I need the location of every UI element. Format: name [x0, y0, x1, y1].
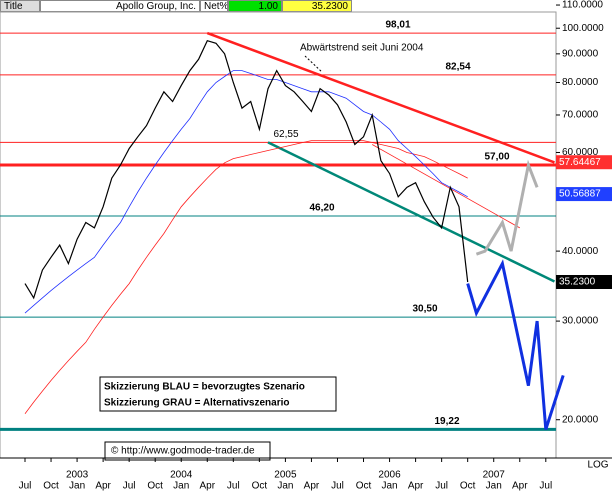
year-label: 2006 — [378, 470, 401, 481]
x-tick-label: Oct — [43, 481, 59, 492]
copyright: © http://www.godmode-trader.de — [111, 446, 255, 457]
scenario-line — [475, 159, 539, 256]
y-tick-label: 30.0000 — [562, 316, 599, 327]
x-tick-label: Jul — [435, 481, 448, 492]
x-tick-label: Jul — [539, 481, 552, 492]
x-tick-label: Apr — [408, 481, 424, 492]
y-tick-label: 110.0000 — [562, 0, 603, 11]
price-label-box — [556, 187, 612, 202]
x-tick-label: Oct — [356, 481, 372, 492]
price-label: 50.56887 — [559, 189, 601, 200]
annotation: Abwärtstrend seit Juni 2004 — [300, 43, 424, 54]
year-label: 2005 — [274, 470, 297, 481]
level-label: 57,00 — [484, 152, 509, 163]
price-label-box — [556, 274, 612, 289]
trendline — [372, 144, 520, 229]
price-label-box — [556, 155, 612, 170]
copyright-box — [104, 441, 271, 461]
y-tick-label: 20.0000 — [562, 414, 599, 425]
legend-text: Skizzierung BLAU = bevorzugtes Szenario — [104, 382, 305, 393]
x-tick-label: Apr — [95, 481, 111, 492]
year-label: 2007 — [483, 470, 506, 481]
y-tick-label: 80.0000 — [562, 77, 599, 88]
price-line — [24, 70, 468, 314]
year-label: 2003 — [66, 470, 89, 481]
price-line — [24, 39, 469, 300]
y-tick-label: 60.0000 — [562, 147, 599, 158]
x-tick-label: Oct — [147, 481, 163, 492]
legend-box — [99, 376, 337, 412]
x-tick-label: Apr — [512, 481, 528, 492]
x-tick-label: Apr — [199, 481, 215, 492]
trendline — [206, 31, 555, 164]
price-line — [24, 140, 468, 414]
level-label: 62,55 — [273, 129, 298, 140]
x-tick-label: Oct — [252, 481, 268, 492]
x-tick-label: Jan — [381, 481, 397, 492]
x-tick-label: Jan — [486, 481, 502, 492]
x-tick-label: Jan — [69, 481, 85, 492]
level-label: 19,22 — [434, 416, 459, 427]
level-label: 46,20 — [309, 203, 334, 214]
level-label: 82,54 — [445, 62, 470, 73]
x-tick-label: Jan — [173, 481, 189, 492]
level-label: 98,01 — [385, 20, 410, 31]
x-tick-label: Oct — [460, 481, 476, 492]
x-tick-label: Jan — [277, 481, 293, 492]
scenario-line — [466, 259, 565, 430]
x-tick-label: Apr — [304, 481, 320, 492]
x-tick-label: Jul — [227, 481, 240, 492]
price-label: 35.2300 — [559, 277, 596, 288]
legend-text: Skizzierung GRAU = Alternativszenario — [104, 398, 290, 409]
y-tick-label: 100.0000 — [562, 23, 604, 34]
level-label: 30,50 — [412, 304, 437, 315]
price-label: 57.64467 — [559, 157, 601, 168]
year-label: 2004 — [170, 470, 193, 481]
x-tick-label: Jul — [331, 481, 344, 492]
x-tick-label: Jul — [123, 481, 136, 492]
x-tick-label: Jul — [19, 481, 32, 492]
scale-label: LOG — [587, 460, 608, 471]
y-tick-label: 70.0000 — [562, 110, 599, 121]
y-tick-label: 40.0000 — [562, 246, 599, 257]
trendline — [267, 141, 556, 283]
y-tick-label: 90.0000 — [562, 48, 599, 59]
